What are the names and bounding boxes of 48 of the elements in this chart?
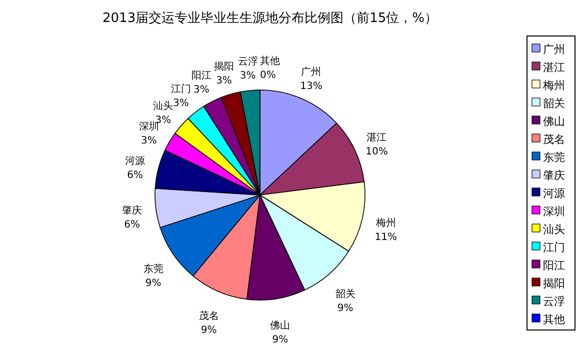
slice-label: 肇庆 — [122, 204, 142, 217]
slice-label: 湛江 — [366, 131, 387, 144]
data-label: 3% — [141, 135, 157, 146]
legend-label: 东莞 — [543, 151, 565, 164]
data-label: 3% — [172, 98, 189, 109]
legend-label: 阳江 — [543, 259, 565, 272]
legend-label: 梅州 — [542, 79, 565, 92]
legend-label: 湛江 — [543, 61, 565, 74]
legend-label: 广州 — [543, 43, 565, 56]
slice-label: 茂名 — [198, 310, 219, 322]
legend-label: 佛山 — [543, 115, 565, 128]
slice-label: 韶关 — [335, 288, 356, 300]
data-label: 9% — [337, 302, 354, 314]
legend-label: 肇庆 — [543, 169, 565, 182]
data-label: 6% — [127, 170, 143, 181]
data-label: 9% — [145, 278, 162, 289]
slice-label: 佛山 — [270, 319, 290, 332]
data-label: 6% — [124, 220, 140, 231]
legend-label: 深圳 — [543, 205, 565, 218]
data-label: 13% — [300, 80, 322, 92]
legend-label: 茂名 — [543, 133, 565, 146]
legend-label: 韶关 — [543, 97, 565, 110]
data-label: 9% — [272, 334, 288, 346]
data-label: 11% — [374, 232, 398, 244]
slice-label: 汕头 — [153, 100, 174, 112]
slice-label: 河源 — [125, 154, 146, 167]
legend-label: 汕头 — [543, 223, 565, 236]
slice-label: 阳江 — [191, 69, 212, 82]
legend-label: 揭阳 — [543, 277, 565, 290]
data-label: 10% — [366, 146, 388, 158]
slice-label: 江门 — [170, 82, 191, 95]
data-label: 3% — [194, 84, 210, 96]
data-label: 3% — [216, 75, 232, 86]
data-label: 3% — [240, 70, 256, 82]
slice-label: 云浮 — [238, 56, 258, 68]
category-label: 其他 — [260, 56, 280, 67]
legend-label: 云浮 — [543, 295, 565, 308]
legend-label: 江门 — [543, 241, 565, 254]
legend-label: 河源 — [543, 187, 565, 200]
legend-label: 其他 — [543, 313, 565, 326]
slice-label: 揭阳 — [214, 60, 234, 72]
text: 0% — [260, 70, 276, 81]
slice-label: 广州 — [301, 66, 322, 78]
slice-label: 东莞 — [143, 262, 164, 275]
data-label: 9% — [200, 325, 217, 336]
slice-label: 深圳 — [138, 120, 159, 132]
chart-title: 2013届交运专业毕业生生源地分布比例图（前15位，%） — [102, 10, 438, 26]
slice-label: 梅州 — [374, 217, 396, 230]
